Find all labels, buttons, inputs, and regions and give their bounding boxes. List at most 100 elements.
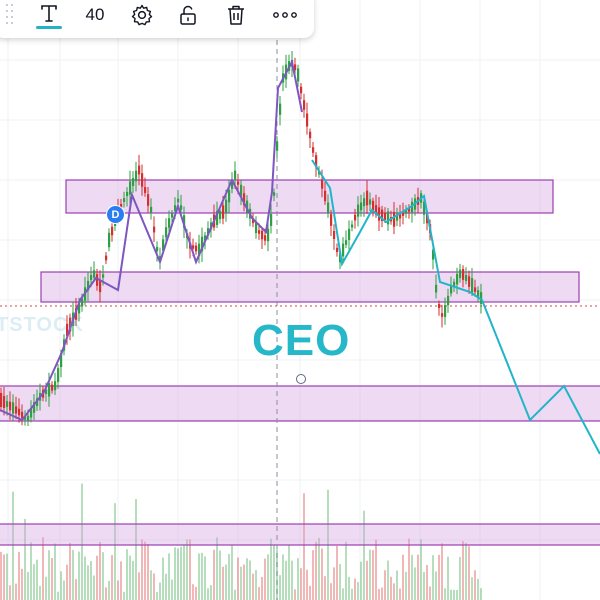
volume-bar	[279, 575, 281, 600]
volume-bar	[285, 560, 287, 600]
support-resistance-zones[interactable]	[0, 179, 600, 546]
price-zone-rectangle	[40, 271, 580, 303]
candle-body	[177, 198, 180, 203]
volume-bar	[129, 555, 131, 600]
volume-bar	[357, 582, 359, 600]
candle-body	[297, 68, 300, 82]
candle-body	[366, 190, 369, 206]
candle-body	[438, 303, 441, 309]
volume-bar	[291, 560, 293, 600]
delete-button[interactable]	[222, 0, 250, 30]
volume-bar	[423, 572, 425, 600]
candle-body	[474, 287, 477, 292]
candle-body	[423, 201, 426, 215]
volume-bar	[315, 541, 317, 600]
volume-bar	[120, 561, 122, 600]
projection-zigzag-line[interactable]	[311, 159, 600, 455]
volume-bar	[231, 545, 233, 600]
candle-body	[351, 224, 354, 228]
ceo-text-annotation[interactable]: CEO	[252, 316, 351, 365]
candle-body	[264, 235, 267, 241]
volume-bar	[144, 541, 146, 600]
volume-bar	[90, 561, 92, 600]
volume-bar	[414, 567, 416, 600]
volume-bar	[195, 586, 197, 600]
candle-body	[216, 211, 219, 225]
text-tool-button[interactable]	[32, 0, 66, 30]
candle-body	[300, 86, 303, 94]
volume-bar	[222, 566, 224, 600]
candle-body	[327, 202, 330, 214]
candle-body	[426, 213, 429, 224]
volume-bar	[66, 564, 68, 600]
candle-body	[153, 226, 156, 233]
volume-bar	[39, 585, 41, 600]
volume-bar	[135, 499, 137, 600]
candle-body	[453, 281, 456, 288]
candle-body	[180, 205, 183, 210]
volume-bar	[153, 573, 155, 600]
volume-bar	[63, 580, 65, 600]
toolbar-drag-handle[interactable]	[6, 4, 16, 30]
candle-body	[57, 368, 60, 382]
candle-body	[51, 384, 54, 391]
candle-body	[171, 213, 174, 218]
candle-body	[432, 249, 435, 260]
candle-body	[402, 211, 405, 216]
volume-bar	[36, 559, 38, 600]
lock-button[interactable]	[174, 0, 202, 30]
volume-bar	[438, 554, 440, 600]
volume-bar	[453, 589, 455, 600]
volume-bar	[393, 583, 395, 600]
volume-bar	[237, 557, 239, 600]
candle-body	[225, 199, 228, 214]
settings-button[interactable]	[128, 0, 156, 30]
swing-path-line[interactable]	[0, 59, 303, 422]
candle-body	[111, 226, 114, 236]
text-color-indicator	[36, 25, 62, 29]
candle-body	[348, 228, 351, 240]
volume-bar	[45, 576, 47, 600]
volume-bar	[108, 580, 110, 600]
candle-body	[123, 198, 126, 202]
volume-bar	[333, 567, 335, 600]
candle-body	[270, 214, 273, 226]
candle-body	[231, 182, 234, 189]
candle-body	[345, 240, 348, 245]
candle-body	[441, 313, 444, 317]
candle-body	[87, 280, 90, 291]
dividend-badge[interactable]: D	[106, 205, 125, 224]
candle-body	[330, 214, 333, 226]
candle-body	[468, 276, 471, 287]
volume-bar	[165, 573, 167, 600]
volume-bar	[159, 582, 161, 600]
volume-bar	[168, 553, 170, 600]
candle-body	[387, 211, 390, 225]
volume-bar	[306, 569, 308, 600]
volume-bar	[480, 588, 482, 600]
volume-bar	[390, 576, 392, 600]
volume-bar	[21, 568, 23, 600]
volume-bar	[219, 550, 221, 600]
candle-body	[174, 205, 177, 211]
candle-body	[378, 207, 381, 221]
candle-body	[258, 230, 261, 234]
volume-bar	[96, 555, 98, 600]
volume-bar	[12, 491, 14, 600]
more-options-button[interactable]	[270, 0, 300, 30]
price-zone-rectangle	[0, 523, 600, 546]
annotation-anchor-handle[interactable]	[296, 374, 306, 384]
candle-body	[324, 190, 327, 202]
candle-body	[447, 295, 450, 306]
volume-bar	[18, 551, 20, 600]
candle-body	[165, 227, 168, 238]
volume-bar	[375, 539, 377, 600]
candle-body	[396, 214, 399, 221]
candle-body	[360, 202, 363, 211]
volume-bar	[381, 587, 383, 600]
text-T-icon	[41, 4, 57, 22]
font-size-button[interactable]: 40	[85, 5, 105, 24]
volume-bar	[93, 575, 95, 600]
